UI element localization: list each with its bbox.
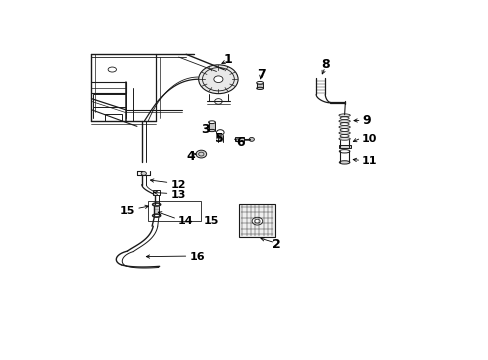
Circle shape — [252, 217, 262, 225]
Text: 5: 5 — [215, 131, 224, 144]
Ellipse shape — [338, 120, 349, 122]
Text: 7: 7 — [256, 68, 265, 81]
Bar — [153, 190, 160, 195]
Circle shape — [214, 99, 222, 104]
Circle shape — [141, 172, 146, 175]
Text: 15: 15 — [203, 216, 219, 226]
Text: 12: 12 — [170, 180, 185, 190]
Ellipse shape — [338, 126, 349, 129]
Text: 6: 6 — [236, 136, 244, 149]
Bar — [93, 94, 125, 107]
Bar — [148, 201, 201, 221]
Bar — [239, 204, 275, 237]
Ellipse shape — [338, 114, 349, 117]
Ellipse shape — [338, 138, 349, 140]
Text: 15: 15 — [120, 206, 135, 216]
Text: 8: 8 — [320, 58, 329, 71]
Circle shape — [213, 76, 223, 82]
Bar — [104, 114, 122, 121]
Text: 9: 9 — [361, 114, 370, 127]
Text: 16: 16 — [189, 252, 204, 262]
Bar — [338, 145, 350, 148]
Text: 1: 1 — [223, 53, 232, 66]
Ellipse shape — [339, 161, 349, 164]
Text: 11: 11 — [361, 156, 377, 166]
Circle shape — [248, 138, 254, 141]
Text: 13: 13 — [170, 190, 185, 200]
Text: 14: 14 — [178, 216, 193, 226]
Text: 10: 10 — [361, 134, 377, 144]
Ellipse shape — [338, 131, 349, 134]
Text: 2: 2 — [271, 238, 280, 251]
Text: 3: 3 — [201, 123, 210, 136]
Text: 4: 4 — [186, 149, 195, 162]
Circle shape — [196, 150, 206, 158]
Bar — [234, 136, 244, 141]
Circle shape — [198, 65, 238, 94]
